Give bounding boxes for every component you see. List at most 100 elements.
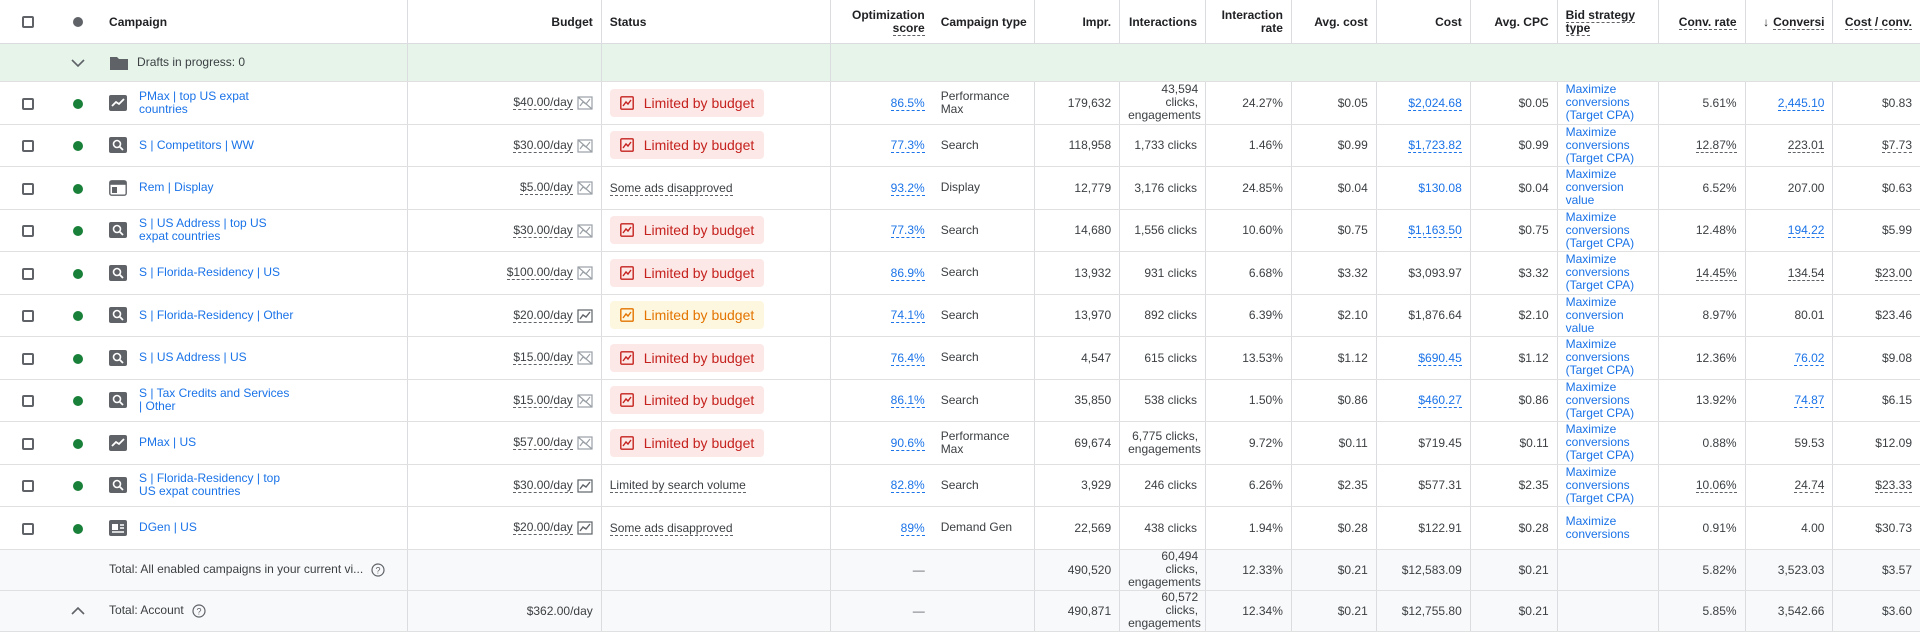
status-text[interactable]: Some ads disapproved (609, 520, 733, 536)
bid-strategy-link[interactable]: Maximize conversions (Target CPA) (1565, 464, 1635, 505)
row-checkbox[interactable] (21, 352, 34, 365)
enabled-status-icon[interactable] (73, 523, 84, 534)
cost-value[interactable]: $130.08 (1418, 180, 1462, 195)
row-checkbox[interactable] (21, 522, 34, 535)
optimization-score-link[interactable]: 76.4% (890, 350, 925, 366)
enabled-status-icon[interactable] (73, 438, 84, 449)
conversions-value[interactable]: 74.87 (1794, 393, 1825, 409)
budget-value[interactable]: $20.00/day (513, 520, 573, 536)
budget-chart-disabled-icon[interactable] (577, 224, 593, 238)
help-icon[interactable]: ? (192, 604, 206, 618)
table-row[interactable]: S | US Address | US $15.00/day Limited by … (0, 336, 1920, 380)
bid-strategy-link[interactable]: Maximize conversions (Target CPA) (1565, 422, 1635, 463)
chevron-up-icon[interactable] (71, 606, 85, 616)
budget-value[interactable]: $57.00/day (513, 435, 573, 451)
column-header-budget[interactable]: Budget (407, 0, 602, 44)
campaign-link[interactable]: S | Florida-Residency | Other (139, 307, 294, 322)
row-checkbox[interactable] (21, 480, 34, 493)
budget-chart-disabled-icon[interactable] (577, 96, 593, 110)
column-header-bid-strategy-type[interactable]: Bid strategy type (1557, 0, 1659, 44)
budget-value[interactable]: $15.00/day (513, 350, 573, 366)
budget-chart-disabled-icon[interactable] (577, 181, 593, 195)
column-header-conv-rate[interactable]: Conv. rate (1658, 0, 1746, 44)
table-row[interactable]: S | Competitors | WW $30.00/day Limited by… (0, 124, 1920, 167)
column-header-campaign-type[interactable]: Campaign type (932, 0, 1036, 44)
bid-strategy-link[interactable]: Maximize conversions (1565, 513, 1630, 541)
status-text[interactable]: Some ads disapproved (609, 180, 733, 196)
budget-chart-disabled-icon[interactable] (577, 266, 593, 280)
optimization-score-link[interactable]: 89% (900, 520, 925, 536)
row-checkbox[interactable] (21, 97, 34, 110)
status-badge[interactable]: Limited by budget (609, 216, 765, 245)
status-badge[interactable]: Limited by budget (609, 88, 765, 117)
cost-value[interactable]: $1,723.82 (1408, 138, 1462, 154)
row-checkbox[interactable] (21, 140, 34, 153)
table-row[interactable]: PMax | US $57.00/day Limited by budget 90.6… (0, 421, 1920, 465)
optimization-score-link[interactable]: 93.2% (890, 180, 925, 196)
select-all-checkbox[interactable] (21, 16, 34, 29)
budget-chart-icon[interactable] (577, 521, 593, 535)
cost-value[interactable]: $2,024.68 (1408, 95, 1462, 111)
table-row[interactable]: DGen | US $20.00/day Some ads disapproved 8… (0, 506, 1920, 550)
row-checkbox[interactable] (21, 182, 34, 195)
status-text[interactable]: Limited by search volume (609, 478, 746, 494)
table-row[interactable]: S | Florida-Residency | US $100.00/day Lim… (0, 251, 1920, 295)
enabled-status-icon[interactable] (73, 268, 84, 279)
column-header-interactions[interactable]: Interactions (1119, 0, 1207, 44)
optimization-score-link[interactable]: 77.3% (890, 138, 925, 154)
enabled-status-icon[interactable] (73, 98, 84, 109)
column-header-status[interactable]: Status (601, 0, 832, 44)
enabled-status-icon[interactable] (73, 183, 84, 194)
bid-strategy-link[interactable]: Maximize conversions (Target CPA) (1565, 209, 1635, 250)
cost-value[interactable]: $460.27 (1418, 393, 1462, 409)
table-row[interactable]: S | US Address | top US expat countries $… (0, 209, 1920, 252)
optimization-score-link[interactable]: 90.6% (890, 435, 925, 451)
chevron-down-icon[interactable] (71, 58, 85, 68)
status-badge[interactable]: Limited by budget (609, 131, 765, 160)
enabled-status-icon[interactable] (73, 141, 84, 152)
budget-value[interactable]: $30.00/day (513, 222, 573, 238)
enabled-status-icon[interactable] (73, 353, 84, 364)
budget-value[interactable]: $100.00/day (506, 265, 573, 281)
column-header-cost-per-conv[interactable]: Cost / conv. (1832, 0, 1920, 44)
enabled-status-icon[interactable] (73, 226, 84, 237)
campaign-link[interactable]: PMax | top US expat countries (139, 88, 249, 116)
table-row[interactable]: Rem | Display $5.00/day Some ads disapprov… (0, 166, 1920, 210)
row-checkbox[interactable] (21, 225, 34, 238)
budget-value[interactable]: $40.00/day (513, 95, 573, 111)
status-badge[interactable]: Limited by budget (609, 301, 765, 330)
optimization-score-link[interactable]: 86.1% (890, 393, 925, 409)
bid-strategy-link[interactable]: Maximize conversion value (1565, 294, 1624, 335)
column-header-cost[interactable]: Cost (1376, 0, 1471, 44)
budget-chart-disabled-icon[interactable] (577, 436, 593, 450)
optimization-score-link[interactable]: 77.3% (890, 223, 925, 239)
campaign-link[interactable]: S | Florida-Residency | US (139, 265, 280, 280)
campaign-link[interactable]: S | Tax Credits and Services | Other (139, 386, 290, 414)
status-filter-icon[interactable] (73, 17, 84, 28)
bid-strategy-link[interactable]: Maximize conversions (Target CPA) (1565, 252, 1635, 293)
bid-strategy-link[interactable]: Maximize conversions (Target CPA) (1565, 337, 1635, 378)
column-header-interaction-rate[interactable]: Interaction rate (1205, 0, 1292, 44)
table-row[interactable]: S | Florida-Residency | top US expat cou… (0, 464, 1920, 507)
budget-value[interactable]: $15.00/day (513, 392, 573, 408)
row-checkbox[interactable] (21, 267, 34, 280)
row-checkbox[interactable] (21, 437, 34, 450)
row-checkbox[interactable] (21, 395, 34, 408)
table-row[interactable]: S | Tax Credits and Services | Other $15.… (0, 379, 1920, 422)
campaign-link[interactable]: S | US Address | top US expat countries (139, 216, 267, 244)
table-row[interactable]: PMax | top US expat countries $40.00/day L… (0, 81, 1920, 125)
bid-strategy-link[interactable]: Maximize conversions (Target CPA) (1565, 379, 1635, 420)
enabled-status-icon[interactable] (73, 311, 84, 322)
optimization-score-link[interactable]: 74.1% (890, 308, 925, 324)
enabled-status-icon[interactable] (73, 481, 84, 492)
cost-value[interactable]: $690.45 (1418, 350, 1462, 366)
help-icon[interactable]: ? (371, 563, 385, 577)
table-row[interactable]: S | Florida-Residency | Other $20.00/day L… (0, 294, 1920, 337)
column-header-avg-cpc[interactable]: Avg. CPC (1470, 0, 1558, 44)
column-header-impressions[interactable]: Impr. (1034, 0, 1121, 44)
status-badge[interactable]: Limited by budget (609, 428, 765, 457)
campaign-link[interactable]: S | Competitors | WW (139, 137, 254, 152)
budget-chart-disabled-icon[interactable] (577, 139, 593, 153)
campaign-link[interactable]: S | Florida-Residency | top US expat cou… (139, 471, 281, 499)
budget-value[interactable]: $5.00/day (520, 180, 573, 196)
